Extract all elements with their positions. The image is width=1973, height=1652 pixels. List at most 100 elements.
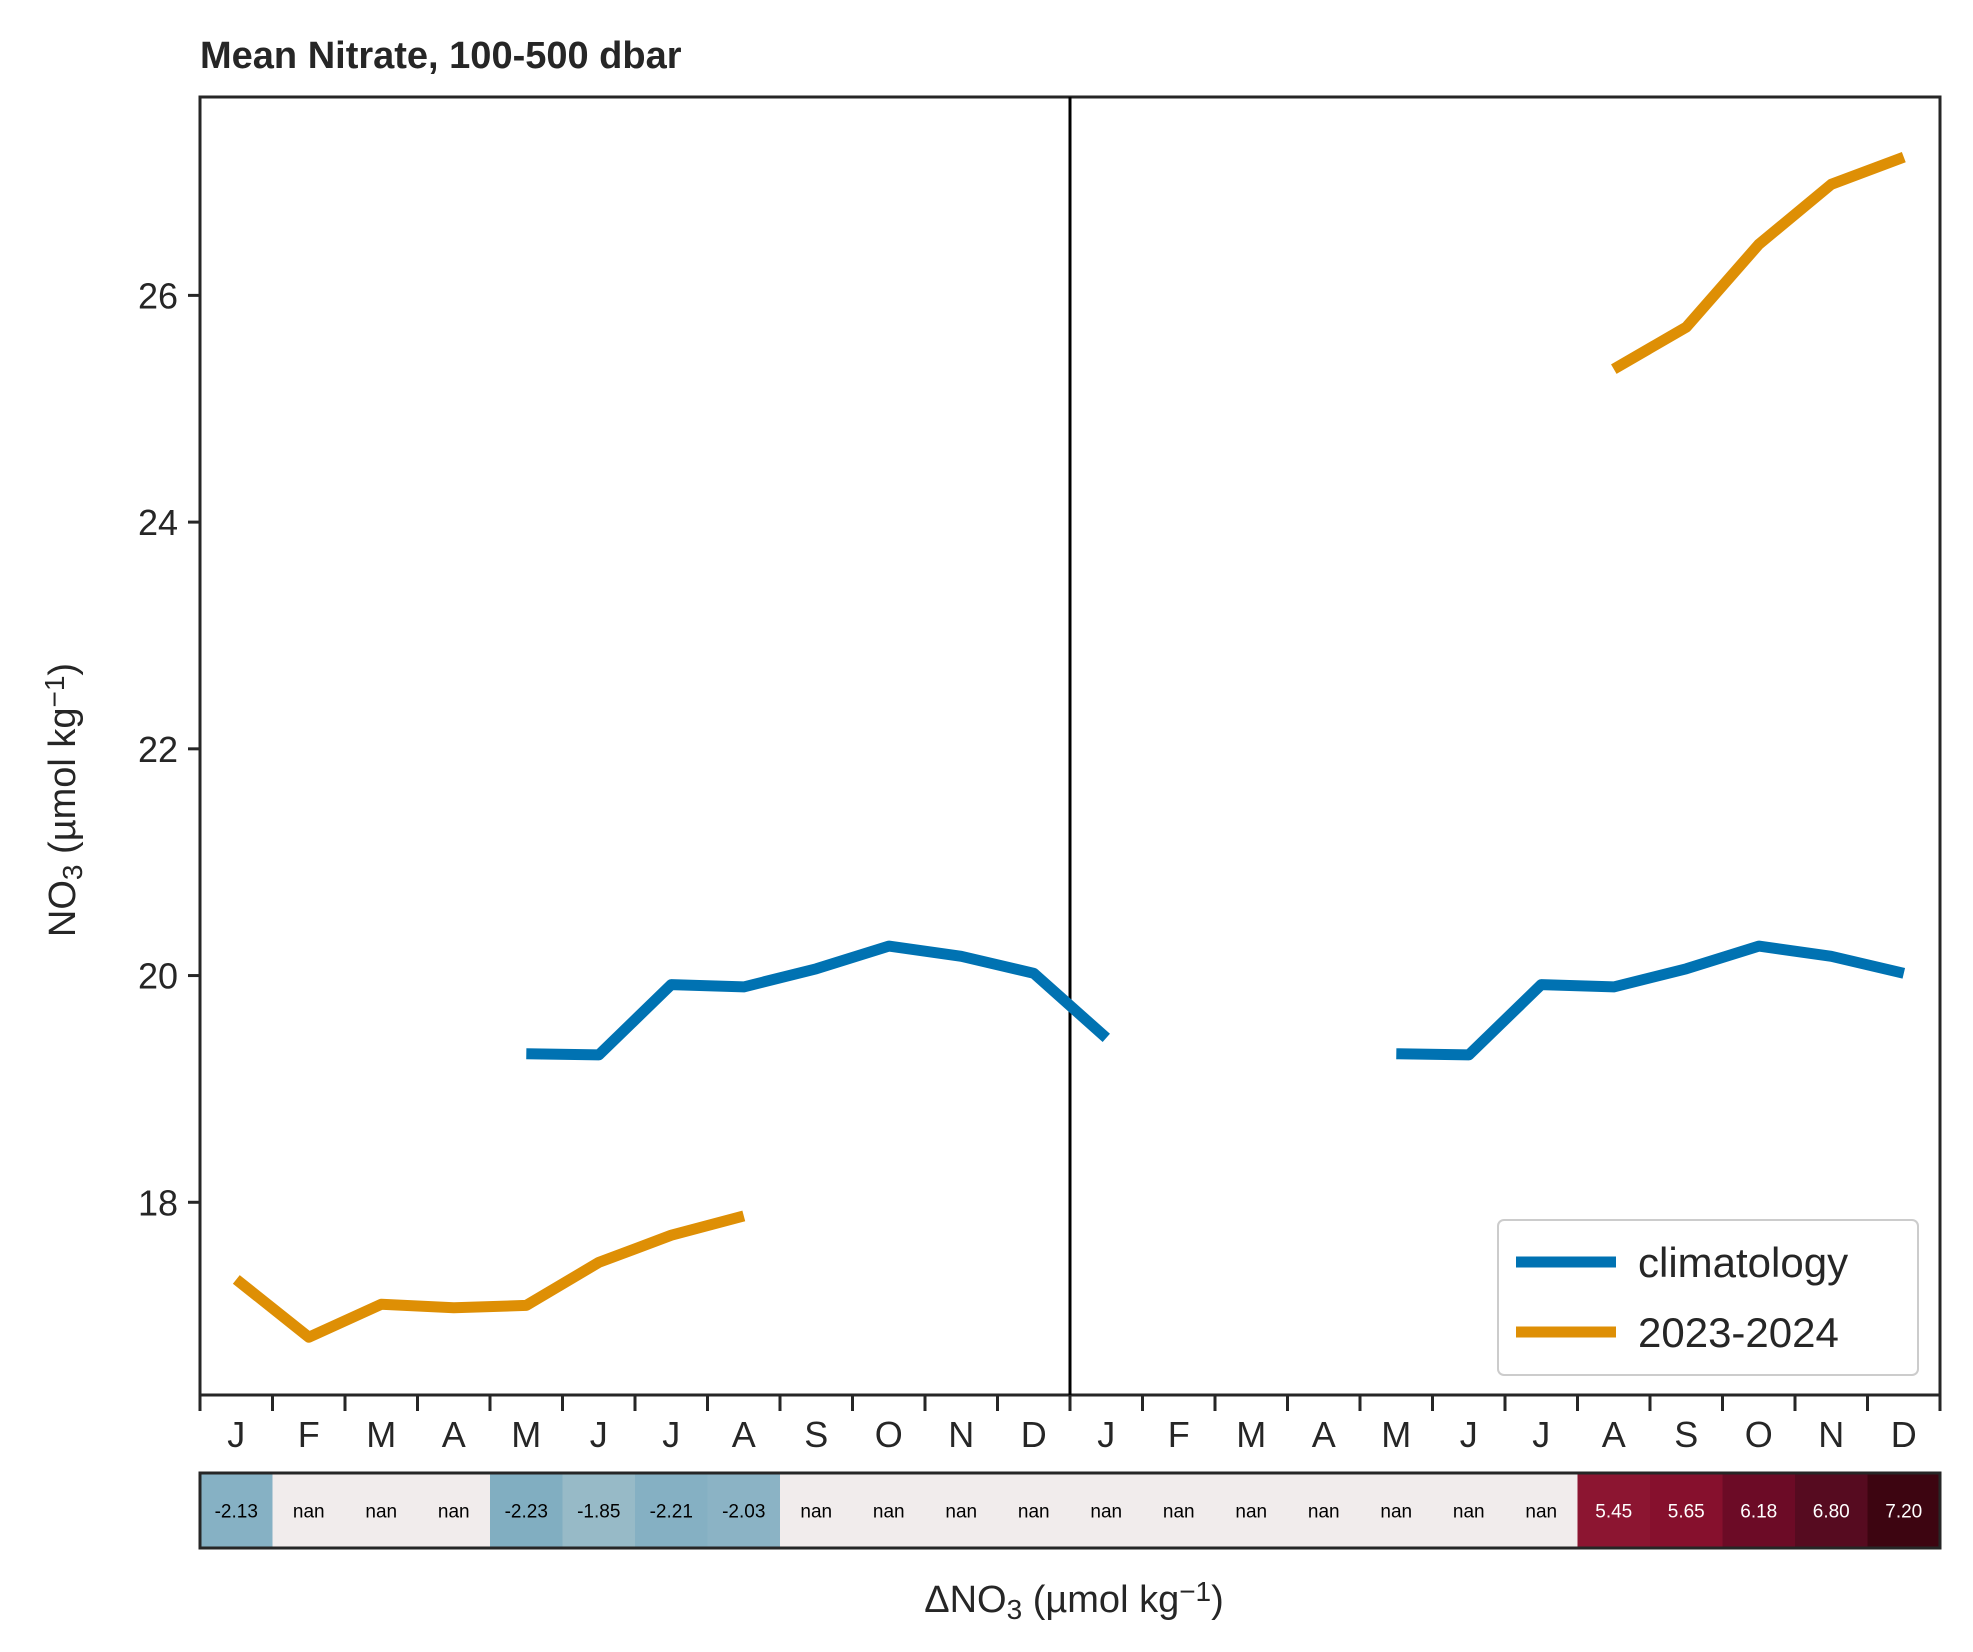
anomaly-cell [1722, 1473, 1796, 1548]
x-tick-label: J [662, 1414, 680, 1455]
series-line-0-segment-0 [526, 940, 1110, 1061]
anomaly-cell-label: nan [800, 1502, 832, 1523]
anomaly-cell-label: nan [1018, 1502, 1050, 1523]
x-axis-label: ΔNO3 (µmol kg−1) [924, 1576, 1224, 1625]
x-tick-label: M [1381, 1414, 1411, 1455]
x-tick-label: M [511, 1414, 541, 1455]
anomaly-cell [1142, 1473, 1216, 1548]
series-layer [232, 151, 1906, 1343]
y-tick-label: 26 [138, 275, 178, 316]
y-axis-label-rest: (µmol kg [42, 707, 84, 864]
anomaly-cell-label: nan [293, 1502, 325, 1523]
anomaly-cell-label: nan [1163, 1502, 1195, 1523]
anomaly-cell [1577, 1473, 1651, 1548]
anomaly-cell [1070, 1473, 1143, 1548]
x-tick-label: A [1602, 1414, 1626, 1455]
y-axis-label-close: ) [42, 663, 84, 676]
x-tick-label: J [1097, 1414, 1115, 1455]
x-tick-label: A [732, 1414, 756, 1455]
y-axis-label-base: NO [42, 880, 84, 937]
anomaly-cell-label: 5.45 [1595, 1502, 1632, 1523]
anomaly-cell-label: nan [945, 1502, 977, 1523]
anomaly-cell-label: -2.13 [215, 1502, 258, 1523]
anomaly-cell [562, 1473, 636, 1548]
anomaly-cell-label: -1.85 [577, 1502, 620, 1523]
y-axis-label-sup: −1 [39, 676, 70, 708]
x-axis-label-sub: 3 [1007, 1594, 1023, 1625]
anomaly-cell-label: nan [438, 1502, 470, 1523]
x-tick-label: J [1460, 1414, 1478, 1455]
series-line-0-segment-1 [1396, 940, 1906, 1061]
anomaly-cell-label: 6.80 [1813, 1502, 1850, 1523]
anomaly-cell-label: -2.03 [722, 1502, 765, 1523]
y-axis-label: NO3 (µmol kg−1) [39, 663, 88, 937]
anomaly-cell [272, 1473, 346, 1548]
x-axis-label-base: ΔNO [924, 1579, 1006, 1621]
x-tick-label: N [948, 1414, 974, 1455]
anomaly-cell [1867, 1473, 1941, 1548]
anomaly-cell-label: -2.23 [505, 1502, 548, 1523]
anomaly-cell [925, 1473, 998, 1548]
anomaly-cell-label: nan [365, 1502, 397, 1523]
anomaly-cell [1505, 1473, 1578, 1548]
x-tick-label: J [590, 1414, 608, 1455]
x-tick-label: S [804, 1414, 828, 1455]
anomaly-cell-label: 7.20 [1885, 1502, 1922, 1523]
anomaly-cell [345, 1473, 418, 1548]
x-tick-label: A [1312, 1414, 1336, 1455]
anomaly-cell-label: 5.65 [1668, 1502, 1705, 1523]
anomaly-cell-label: 6.18 [1740, 1502, 1777, 1523]
anomaly-cell [1287, 1473, 1361, 1548]
y-axis-label-sub: 3 [57, 865, 88, 881]
anomaly-cell [780, 1473, 853, 1548]
anomaly-cell [635, 1473, 708, 1548]
x-tick-label: O [875, 1414, 903, 1455]
anomaly-cell [707, 1473, 781, 1548]
y-axis: 18 20 22 24 26 [138, 275, 200, 1223]
anomaly-cell [1650, 1473, 1723, 1548]
y-tick-label: 20 [138, 956, 178, 997]
legend-label-1: 2023-2024 [1638, 1309, 1839, 1356]
x-axis-label-rest: (µmol kg [1022, 1579, 1179, 1621]
x-tick-label: F [298, 1414, 320, 1455]
anomaly-strip: -2.13 nan nan nan -2.23 -1.85 -2.21 -2.03 nan nan… [198, 1471, 1942, 1550]
anomaly-cell [200, 1473, 273, 1548]
x-tick-label: M [1236, 1414, 1266, 1455]
anomaly-cell-label: -2.21 [650, 1502, 693, 1523]
x-tick-label: J [227, 1414, 245, 1455]
anomaly-cell-label: nan [1308, 1502, 1340, 1523]
x-axis-label-sup: −1 [1179, 1576, 1211, 1607]
x-tick-label: D [1021, 1414, 1047, 1455]
x-tick-label: N [1818, 1414, 1844, 1455]
legend-label-0: climatology [1638, 1239, 1848, 1286]
legend: climatology 2023-2024 [1497, 1219, 1919, 1376]
anomaly-cell-label: nan [873, 1502, 905, 1523]
anomaly-strip-frame [198, 1471, 1942, 1550]
y-tick-label: 24 [138, 502, 178, 543]
x-tick-label: O [1745, 1414, 1773, 1455]
x-tick-label: D [1891, 1414, 1917, 1455]
anomaly-cell [1432, 1473, 1506, 1548]
anomaly-cell [852, 1473, 926, 1548]
series-line-1-segment-0 [232, 1210, 746, 1343]
anomaly-cell [417, 1473, 491, 1548]
anomaly-cell [1215, 1473, 1288, 1548]
x-tick-label: F [1168, 1414, 1190, 1455]
plot-area [198, 95, 1942, 1397]
anomaly-cell [1795, 1473, 1868, 1548]
x-axis-label-close: ) [1211, 1579, 1224, 1621]
x-tick-label: M [366, 1414, 396, 1455]
y-tick-label: 22 [138, 729, 178, 770]
anomaly-cell-label: nan [1090, 1502, 1122, 1523]
anomaly-cell-label: nan [1525, 1502, 1557, 1523]
anomaly-cell [490, 1473, 563, 1548]
x-tick-label: S [1674, 1414, 1698, 1455]
anomaly-cell-label: nan [1235, 1502, 1267, 1523]
x-tick-label: A [442, 1414, 466, 1455]
y-tick-label: 18 [138, 1182, 178, 1223]
x-tick-label: J [1532, 1414, 1550, 1455]
series-line-1-segment-1 [1611, 151, 1906, 374]
anomaly-cell [1360, 1473, 1433, 1548]
